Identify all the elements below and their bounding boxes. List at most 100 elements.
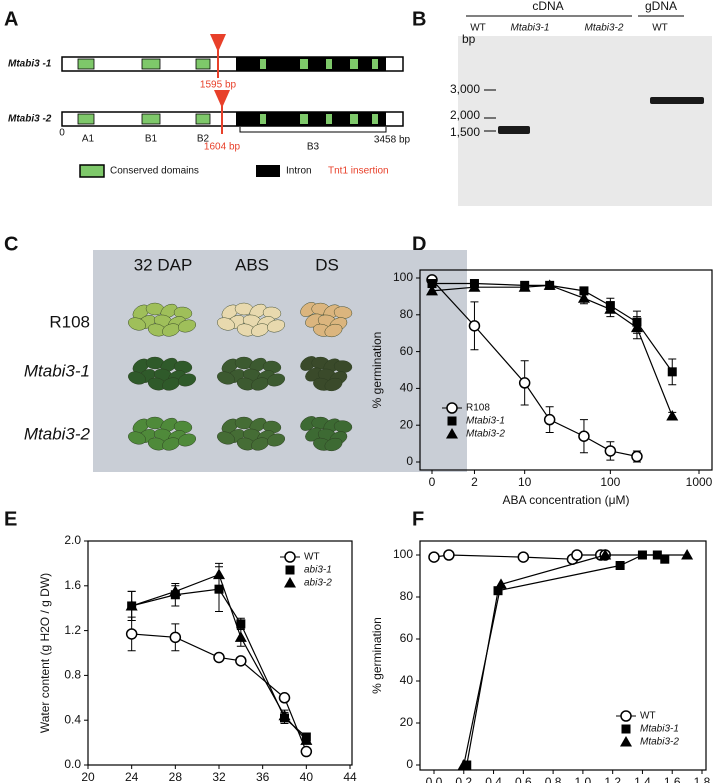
legend-label: WT: [640, 711, 656, 722]
legend-label: Mtabi3-2: [640, 737, 679, 748]
seed: [324, 323, 343, 338]
legend-marker: [447, 416, 457, 426]
x-tick-label: 0.6: [515, 775, 532, 783]
y-axis-label: % germination: [370, 332, 384, 409]
marker: [599, 549, 612, 560]
legend-marker: [620, 710, 632, 722]
marker: [427, 279, 437, 289]
marker: [125, 628, 138, 640]
marker: [214, 584, 224, 594]
marker: [278, 709, 291, 721]
x-tick-label: 28: [169, 770, 183, 783]
marker: [630, 321, 643, 333]
plot-frame: [419, 269, 713, 471]
panel-label: F: [412, 508, 424, 530]
marker: [615, 561, 625, 570]
panel-label: D: [412, 233, 426, 255]
marker: [468, 281, 481, 292]
column-label: DS: [315, 255, 339, 274]
seed: [266, 373, 286, 387]
marker: [468, 320, 481, 332]
marker: [571, 549, 583, 561]
x-tick-label: 0.8: [545, 775, 562, 783]
legend-label: WT: [304, 552, 320, 563]
marker: [125, 599, 138, 611]
y-tick-label: 0: [406, 757, 413, 771]
legend-label: abi3-1: [304, 565, 332, 576]
x-tick-label: 44: [343, 770, 357, 783]
seed: [266, 433, 286, 447]
y-tick-label: 0.8: [64, 668, 81, 682]
x-tick-label: 0: [429, 475, 436, 489]
seed: [128, 431, 146, 445]
y-axis-label: % germination: [370, 617, 384, 694]
region-label: B2: [197, 134, 210, 145]
ladder-label: 2,000: [450, 108, 480, 122]
plot-frame: [419, 540, 707, 771]
x-tick-label: 2: [471, 475, 478, 489]
seed: [324, 437, 343, 452]
marker: [517, 551, 530, 563]
legend-marker: [446, 428, 458, 439]
marker: [667, 367, 677, 377]
legend-marker: [284, 551, 296, 563]
x-tick-label: 32: [212, 770, 226, 783]
gel: cDNA gDNA WT Mtabi3-1 Mtabi3-2 WT bp 3,0…: [450, 0, 712, 206]
ladder-label: 1,500: [450, 125, 480, 139]
row-label: Mtabi3 -1: [8, 59, 52, 70]
marker: [518, 377, 531, 389]
legend-label: Tnt1 insertion: [328, 166, 389, 177]
x-tick-label: 36: [256, 770, 270, 783]
insertion-label: 1595 bp: [200, 80, 237, 91]
marker: [235, 655, 247, 667]
seed: [324, 377, 343, 392]
y-tick-label: 20: [400, 417, 414, 431]
legend-label: Conserved domains: [110, 166, 199, 177]
seed-photo: 32 DAP ABS DS R108 Mtabi3-1 Mtabi3-2: [24, 250, 467, 472]
lane-label: WT: [470, 23, 486, 34]
marker: [578, 430, 590, 442]
legend-label: Mtabi3-1: [466, 416, 505, 427]
seed: [128, 317, 146, 331]
marker: [169, 585, 182, 596]
y-tick-label: 80: [400, 307, 414, 321]
legend-marker: [621, 724, 631, 734]
x-tick-label: 1.6: [664, 775, 681, 783]
marker: [213, 568, 225, 580]
marker: [631, 450, 643, 463]
y-tick-label: 100: [393, 547, 413, 561]
marker: [681, 549, 694, 560]
group-label: gDNA: [645, 0, 677, 13]
legend-label: R108: [466, 403, 490, 414]
marker: [577, 292, 590, 303]
x-tick-label: 10: [518, 475, 532, 489]
legend-marker: [446, 402, 458, 414]
x-tick-label: 20: [81, 770, 95, 783]
marker: [543, 413, 556, 426]
row-label: Mtabi3 -2: [8, 114, 52, 125]
marker: [278, 692, 291, 704]
marker: [234, 631, 247, 642]
y-tick-label: 40: [400, 673, 414, 687]
seed: [217, 317, 235, 331]
region-label: B1: [145, 134, 158, 145]
marker: [300, 734, 313, 745]
marker: [300, 745, 313, 758]
series-line: [463, 554, 688, 766]
marker: [495, 578, 507, 589]
ladder-label: 3,000: [450, 82, 480, 96]
marker: [457, 759, 470, 770]
end-label: 3458 bp: [374, 135, 411, 146]
panel-label: B: [412, 8, 426, 30]
marker: [518, 281, 531, 292]
marker: [213, 651, 225, 664]
legend-label: Mtabi3-2: [466, 429, 505, 440]
x-tick-label: 40: [300, 770, 314, 783]
y-tick-label: 0.4: [64, 712, 81, 726]
seed: [266, 319, 286, 333]
marker: [660, 554, 670, 564]
y-tick-label: 60: [400, 631, 414, 645]
panel-label: E: [4, 508, 17, 530]
